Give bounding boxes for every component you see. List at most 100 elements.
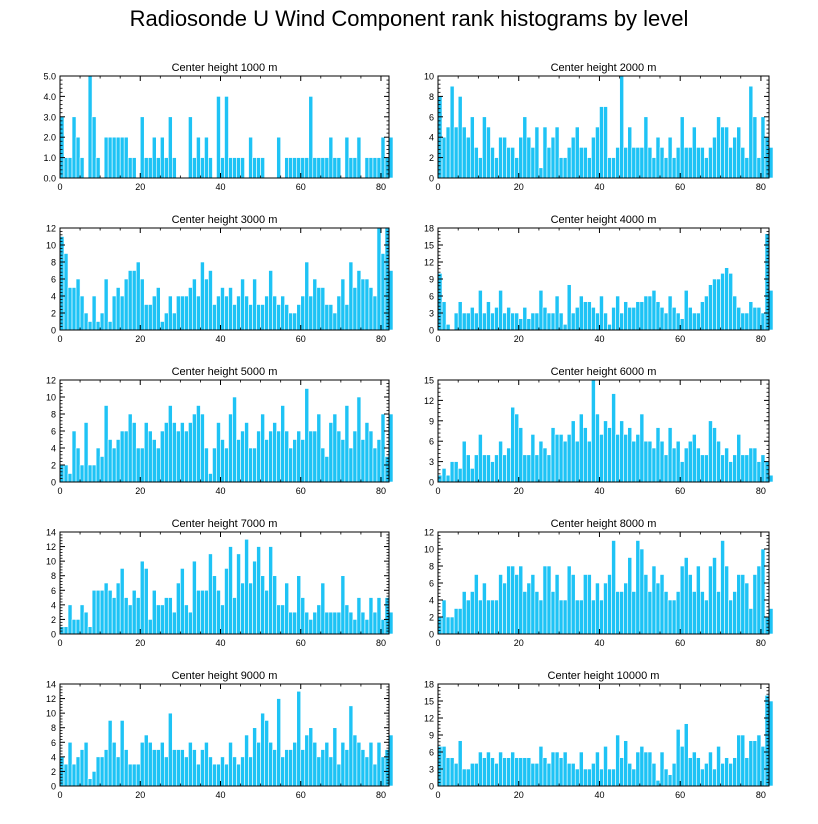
panel-5-bar xyxy=(583,427,588,483)
panel-3-bar xyxy=(595,312,600,331)
panel-4-bar xyxy=(276,430,281,483)
panel-9-bar xyxy=(768,700,774,787)
panel-6-bar xyxy=(344,604,350,635)
panel-4-bar xyxy=(135,447,141,483)
panel-1-bar xyxy=(712,136,717,179)
panel-3-bar xyxy=(603,312,608,331)
panel-9-bar xyxy=(538,746,544,787)
panel-0-ytick-label: 3.0 xyxy=(43,112,56,122)
panel-4-ytick-label: 2 xyxy=(51,461,56,471)
panel-7-bar xyxy=(583,574,588,635)
panel-3-title: Center height 4000 m xyxy=(551,214,657,226)
panel-4-xtick-label: 20 xyxy=(135,486,145,496)
panel-6-title: Center height 7000 m xyxy=(172,518,278,530)
panel-5-bar xyxy=(457,468,463,483)
panel-3-bar xyxy=(534,312,540,331)
panel-6-bar xyxy=(95,589,101,635)
panel-3-bar xyxy=(506,307,511,331)
panel-6-bar xyxy=(83,611,89,635)
panel-1-bar xyxy=(683,147,689,179)
panel-9-bar xyxy=(526,757,532,787)
panel-5-bar xyxy=(441,468,447,483)
panel-3-bar xyxy=(740,312,746,331)
panel-4-ytick-label: 6 xyxy=(51,427,56,437)
panel-2-bar xyxy=(71,287,77,331)
panel-5-bar xyxy=(627,427,633,483)
panel-5-bar xyxy=(756,461,762,483)
panel-3-bar xyxy=(554,295,560,331)
panel-0-bar xyxy=(352,157,358,179)
panel-7-ytick-label: 4 xyxy=(429,596,434,606)
panel-2-bar xyxy=(272,295,277,331)
panel-2-bar xyxy=(336,295,342,331)
panel-4-bar xyxy=(340,439,346,483)
panel-9-bar xyxy=(736,734,742,787)
panel-1-bar xyxy=(494,157,499,179)
panel-1-bar xyxy=(550,136,556,179)
panel-1-bar xyxy=(510,147,515,179)
panel-7-bar xyxy=(740,574,746,635)
panel-0-bar xyxy=(256,157,261,179)
panel-1-bar xyxy=(595,126,600,179)
panel-2-bar xyxy=(364,278,370,331)
panel-9-ytick-label: 18 xyxy=(424,680,434,690)
panel-7-bar xyxy=(671,599,677,635)
panel-8-xtick-label: 20 xyxy=(135,790,145,800)
panel-4-bar xyxy=(172,422,177,483)
panel-3-bar xyxy=(760,312,766,331)
panel-5-bar xyxy=(486,454,491,483)
page-title: Radiosonde U Wind Component rank histogr… xyxy=(129,6,689,31)
panel-2-xtick-label: 0 xyxy=(57,334,62,344)
panel-7-bar xyxy=(603,582,608,635)
panel-5-bar xyxy=(692,434,697,483)
panel-1-ytick-label: 6 xyxy=(429,112,434,122)
panel-7-bar xyxy=(700,591,705,635)
panel-9-bar xyxy=(518,757,524,787)
panel-6-bar xyxy=(332,611,338,635)
panel-0-bar xyxy=(344,136,350,179)
panel-3-bar xyxy=(679,318,685,331)
panel-0-bar xyxy=(300,157,306,179)
panel-5-bar xyxy=(671,447,677,483)
panel-8-bar xyxy=(252,727,257,787)
panel-0-bar xyxy=(127,157,133,179)
panel-2-bar xyxy=(63,253,69,331)
panel-1-ytick-label: 8 xyxy=(429,92,434,102)
panel-9-bar xyxy=(570,763,576,787)
panel-8-bar xyxy=(220,756,225,787)
panel-0-bar xyxy=(131,157,137,179)
panel-2-bar xyxy=(256,304,261,331)
panel-6-bar xyxy=(320,582,326,635)
panel-8-bar xyxy=(71,763,77,787)
panel-0-bar xyxy=(292,157,298,179)
panel-2-bar xyxy=(123,278,129,331)
panel-3-bar xyxy=(599,295,604,331)
panel-4-bar xyxy=(376,439,382,483)
panel-1-bar xyxy=(667,136,673,179)
panel-3-bar xyxy=(635,301,641,331)
panel-3-bar xyxy=(748,301,754,331)
panel-1-ytick-label: 2 xyxy=(429,153,434,163)
panel-3-bar xyxy=(700,301,705,331)
panel-3-bar xyxy=(591,307,596,331)
panel-5-bar xyxy=(578,413,584,483)
panel-4-bar xyxy=(348,447,354,483)
panel-7-bar xyxy=(449,616,455,635)
panel-8-bar xyxy=(119,720,125,787)
panel-3-bar xyxy=(558,312,564,331)
panel-7-bar xyxy=(615,591,620,635)
panel-8-bar xyxy=(308,727,314,787)
panel-2-bar xyxy=(115,287,121,331)
panel-1-bar xyxy=(744,157,750,179)
panel-3-bar xyxy=(627,307,633,331)
panel-8-bar xyxy=(83,741,89,787)
panel-5-bar xyxy=(465,454,471,483)
panel-4-bar xyxy=(360,439,366,483)
panel-6-bar xyxy=(284,582,289,635)
panel-5-bar xyxy=(510,406,515,483)
panel-8-bar xyxy=(196,763,201,787)
panel-7-bar xyxy=(445,616,451,635)
panel-3-bar xyxy=(651,290,657,331)
panel-5-bar xyxy=(720,454,725,483)
panel-7-bar xyxy=(453,608,459,635)
